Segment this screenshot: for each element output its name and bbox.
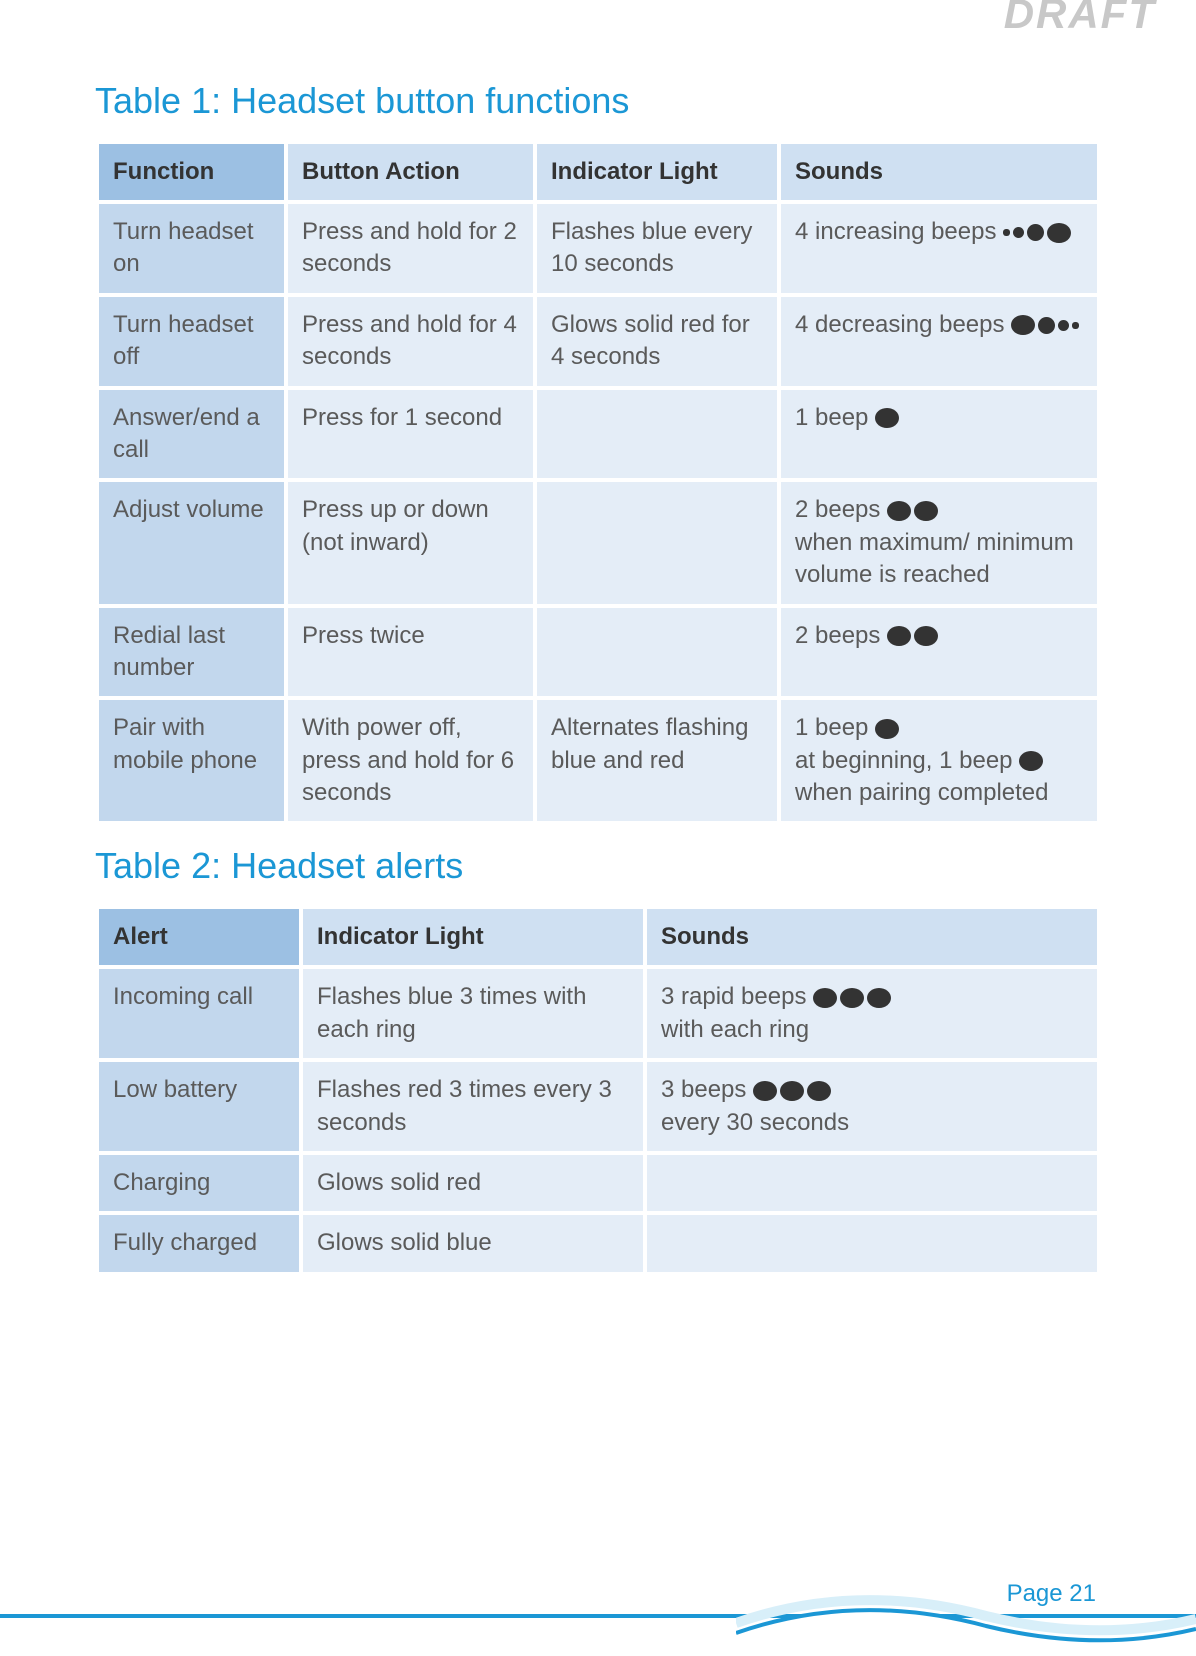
table-row: Answer/end a call Press for 1 second 1 b…	[99, 390, 1097, 479]
page-number: Page 21	[977, 1580, 1096, 1608]
cell-function: Turn headset off	[99, 297, 284, 386]
cell-light: Flashes red 3 times every 3 seconds	[303, 1062, 643, 1151]
table1-col-sounds: Sounds	[781, 144, 1097, 200]
cell-alert: Incoming call	[99, 969, 299, 1058]
beep-dot-icon	[1072, 322, 1079, 329]
cell-action: Press up or down (not inward)	[288, 482, 533, 603]
cell-sounds: 1 beep at beginning, 1 beep when pairing…	[781, 700, 1097, 821]
table-row: Adjust volume Press up or down (not inwa…	[99, 482, 1097, 603]
cell-light: Alternates flashing blue and red	[537, 700, 777, 821]
table1-title: Table 1: Headset button functions	[95, 80, 1101, 122]
cell-sounds: 3 rapid beeps with each ring	[647, 969, 1097, 1058]
table1: Function Button Action Indicator Light S…	[95, 140, 1101, 825]
beep-dot-icon	[840, 988, 864, 1008]
cell-light	[537, 390, 777, 479]
cell-action: With power off, press and hold for 6 sec…	[288, 700, 533, 821]
table-row: Fully charged Glows solid blue	[99, 1215, 1097, 1271]
beep-dot-icon	[753, 1081, 777, 1101]
page-content: Table 1: Headset button functions Functi…	[0, 0, 1196, 1276]
cell-function: Pair with mobile phone	[99, 700, 284, 821]
table2-col-alert: Alert	[99, 909, 299, 965]
beep-dot-icon	[813, 988, 837, 1008]
table-row: Pair with mobile phone With power off, p…	[99, 700, 1097, 821]
beep-dot-icon	[1019, 751, 1043, 771]
cell-sounds: 3 beeps every 30 seconds	[647, 1062, 1097, 1151]
table-row: Charging Glows solid red	[99, 1155, 1097, 1211]
beep-dot-icon	[914, 626, 938, 646]
table2-col-light: Indicator Light	[303, 909, 643, 965]
table-row: Low battery Flashes red 3 times every 3 …	[99, 1062, 1097, 1151]
cell-sounds	[647, 1155, 1097, 1211]
cell-sounds: 1 beep	[781, 390, 1097, 479]
beep-dot-icon	[1011, 315, 1035, 335]
table1-col-light: Indicator Light	[537, 144, 777, 200]
beep-dot-icon	[875, 408, 899, 428]
beep-dot-icon	[875, 719, 899, 739]
cell-function: Adjust volume	[99, 482, 284, 603]
cell-light: Glows solid red	[303, 1155, 643, 1211]
cell-sounds: 2 beeps when maximum/ minimum volume is …	[781, 482, 1097, 603]
table-row: Redial last number Press twice 2 beeps	[99, 608, 1097, 697]
cell-alert: Fully charged	[99, 1215, 299, 1271]
table2-title: Table 2: Headset alerts	[95, 845, 1101, 887]
cell-light: Glows solid blue	[303, 1215, 643, 1271]
beep-dot-icon	[887, 626, 911, 646]
cell-light: Flashes blue 3 times with each ring	[303, 969, 643, 1058]
beep-dot-icon	[1047, 223, 1071, 243]
table2-col-sounds: Sounds	[647, 909, 1097, 965]
cell-alert: Low battery	[99, 1062, 299, 1151]
table1-col-action: Button Action	[288, 144, 533, 200]
footer-swoosh-icon	[736, 1581, 1196, 1656]
cell-sounds: 4 increasing beeps	[781, 204, 1097, 293]
cell-action: Press and hold for 2 seconds	[288, 204, 533, 293]
table-row: Turn headset off Press and hold for 4 se…	[99, 297, 1097, 386]
table2: Alert Indicator Light Sounds Incoming ca…	[95, 905, 1101, 1275]
cell-action: Press for 1 second	[288, 390, 533, 479]
table-row: Incoming call Flashes blue 3 times with …	[99, 969, 1097, 1058]
cell-function: Turn headset on	[99, 204, 284, 293]
cell-light	[537, 608, 777, 697]
cell-sounds: 2 beeps	[781, 608, 1097, 697]
draft-watermark: DRAFT	[1004, 0, 1156, 38]
beep-dot-icon	[1058, 320, 1069, 331]
cell-sounds: 4 decreasing beeps	[781, 297, 1097, 386]
cell-light: Glows solid red for 4 seconds	[537, 297, 777, 386]
cell-alert: Charging	[99, 1155, 299, 1211]
beep-dot-icon	[1003, 229, 1010, 236]
table2-header-row: Alert Indicator Light Sounds	[99, 909, 1097, 965]
table1-header-row: Function Button Action Indicator Light S…	[99, 144, 1097, 200]
beep-dot-icon	[914, 501, 938, 521]
beep-dot-icon	[1027, 224, 1044, 241]
beep-dot-icon	[1038, 317, 1055, 334]
cell-function: Answer/end a call	[99, 390, 284, 479]
beep-dot-icon	[867, 988, 891, 1008]
cell-function: Redial last number	[99, 608, 284, 697]
table1-col-function: Function	[99, 144, 284, 200]
table-row: Turn headset on Press and hold for 2 sec…	[99, 204, 1097, 293]
cell-light: Flashes blue every 10 seconds	[537, 204, 777, 293]
cell-light	[537, 482, 777, 603]
beep-dot-icon	[887, 501, 911, 521]
beep-dot-icon	[807, 1081, 831, 1101]
page-footer: Page 21	[0, 1576, 1196, 1656]
beep-dot-icon	[780, 1081, 804, 1101]
beep-dot-icon	[1013, 227, 1024, 238]
cell-action: Press and hold for 4 seconds	[288, 297, 533, 386]
cell-sounds	[647, 1215, 1097, 1271]
cell-action: Press twice	[288, 608, 533, 697]
